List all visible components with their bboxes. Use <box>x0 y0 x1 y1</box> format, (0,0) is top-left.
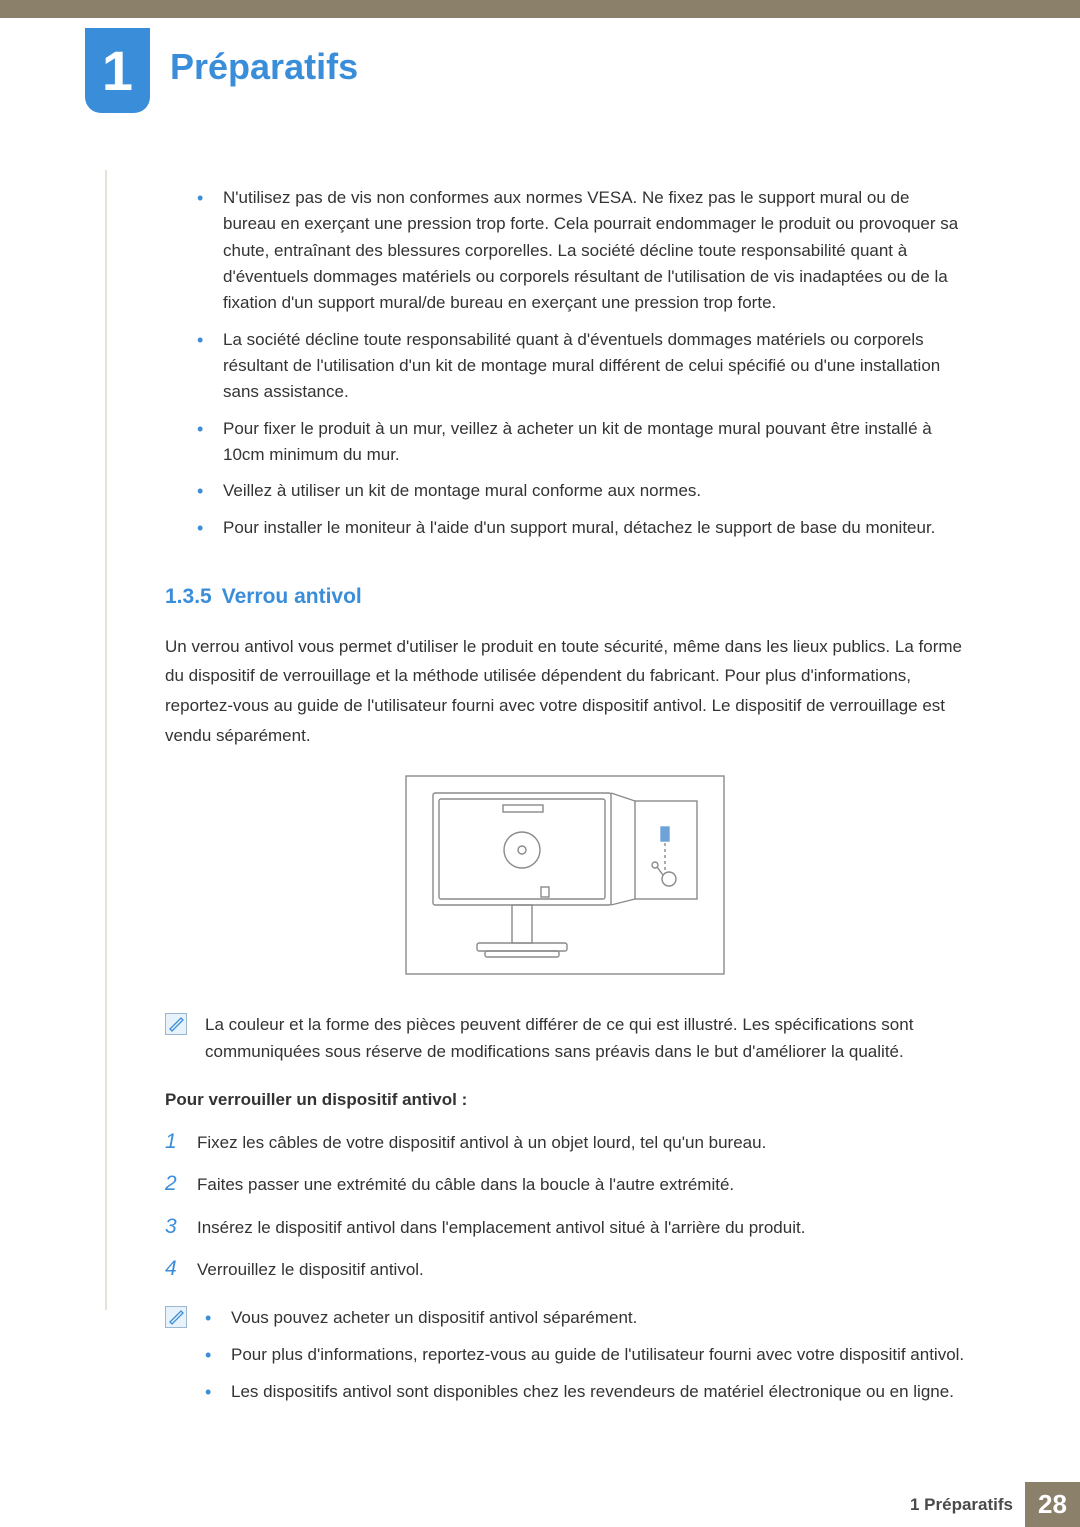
note-block-2: Vous pouvez acheter un dispositif antivo… <box>165 1304 965 1416</box>
step-text: Faites passer une extrémité du câble dan… <box>197 1172 965 1198</box>
footer-chapter-label: 1 Préparatifs <box>910 1482 1025 1527</box>
step-number: 3 <box>165 1211 197 1244</box>
step-row: 2 Faites passer une extrémité du câble d… <box>165 1168 965 1201</box>
step-text: Verrouillez le dispositif antivol. <box>197 1257 965 1283</box>
chapter-title: Préparatifs <box>170 46 358 88</box>
page-footer: 1 Préparatifs 28 <box>0 1482 1080 1527</box>
step-number: 2 <box>165 1168 197 1201</box>
note-text: La couleur et la forme des pièces peuven… <box>205 1011 965 1065</box>
note-bullet-list: Vous pouvez acheter un dispositif antivo… <box>205 1304 965 1406</box>
step-text: Insérez le dispositif antivol dans l'emp… <box>197 1215 965 1241</box>
note-icon <box>165 1013 187 1035</box>
note-block-1: La couleur et la forme des pièces peuven… <box>165 1011 965 1065</box>
top-accent-bar <box>0 0 1080 18</box>
steps-heading: Pour verrouiller un dispositif antivol : <box>165 1087 965 1113</box>
list-item: N'utilisez pas de vis non conformes aux … <box>197 185 965 317</box>
step-text: Fixez les câbles de votre dispositif ant… <box>197 1130 965 1156</box>
note-bullets-wrap: Vous pouvez acheter un dispositif antivo… <box>205 1304 965 1416</box>
list-item: Veillez à utiliser un kit de montage mur… <box>197 478 965 504</box>
top-bullet-list: N'utilisez pas de vis non conformes aux … <box>165 185 965 541</box>
page-content: N'utilisez pas de vis non conformes aux … <box>165 185 965 1437</box>
footer-page-number: 28 <box>1025 1482 1080 1527</box>
list-item: La société décline toute responsabilité … <box>197 327 965 406</box>
step-number: 4 <box>165 1253 197 1286</box>
section-paragraph: Un verrou antivol vous permet d'utiliser… <box>165 632 965 751</box>
chapter-number: 1 <box>102 38 133 103</box>
chapter-badge: 1 <box>85 28 150 113</box>
step-row: 4 Verrouillez le dispositif antivol. <box>165 1253 965 1286</box>
list-item: Vous pouvez acheter un dispositif antivo… <box>205 1304 965 1331</box>
steps-list: 1 Fixez les câbles de votre dispositif a… <box>165 1126 965 1286</box>
section-heading: 1.3.5 Verrou antivol <box>165 581 965 614</box>
monitor-lock-diagram <box>405 775 725 975</box>
monitor-figure <box>165 775 965 983</box>
step-row: 3 Insérez le dispositif antivol dans l'e… <box>165 1211 965 1244</box>
section-number: 1.3.5 <box>165 585 212 608</box>
section-title: Verrou antivol <box>222 585 362 608</box>
list-item: Les dispositifs antivol sont disponibles… <box>205 1378 965 1405</box>
left-vertical-rule <box>105 170 107 1310</box>
step-row: 1 Fixez les câbles de votre dispositif a… <box>165 1126 965 1159</box>
note-icon <box>165 1306 187 1328</box>
step-number: 1 <box>165 1126 197 1159</box>
chapter-header: 1 Préparatifs <box>85 28 358 113</box>
list-item: Pour installer le moniteur à l'aide d'un… <box>197 515 965 541</box>
list-item: Pour plus d'informations, reportez-vous … <box>205 1341 965 1368</box>
list-item: Pour fixer le produit à un mur, veillez … <box>197 416 965 469</box>
